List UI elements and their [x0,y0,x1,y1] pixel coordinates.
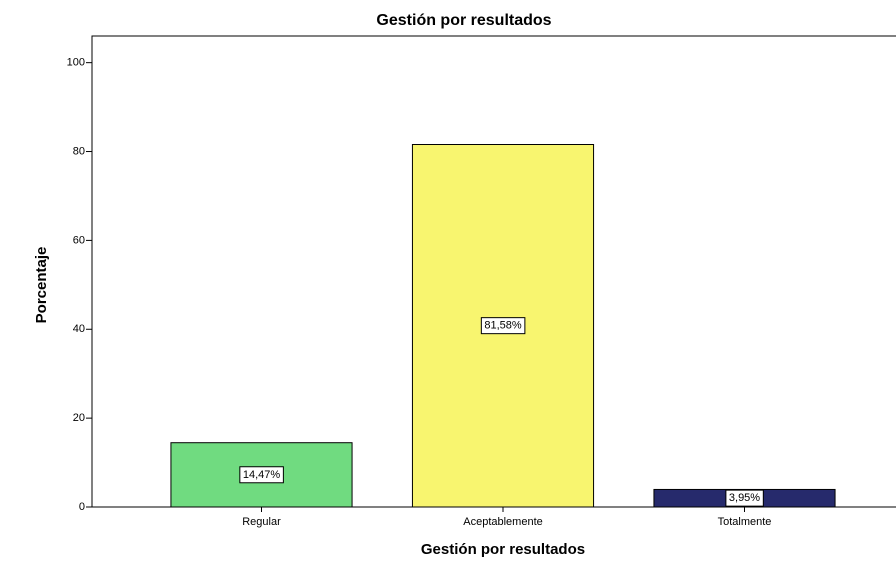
y-tick-label: 100 [67,57,85,69]
y-tick-label: 40 [73,323,85,335]
x-axis-title: Gestión por resultados [421,541,585,558]
data-label-box [239,466,284,484]
chart-title: Gestión por resultados [376,12,551,29]
data-label: 81,58% [484,320,522,332]
data-label-box [725,489,764,507]
data-label-box [480,317,526,335]
y-tick-label: 20 [73,412,85,424]
y-axis-title: Porcentaje [33,247,50,324]
y-tick-label: 80 [73,145,85,157]
data-label: 3,95% [729,492,760,504]
x-tick-label: Regular [242,516,281,528]
x-tick-label: Totalmente [718,516,772,528]
y-tick-label: 0 [79,501,85,513]
x-tick-label: Aceptablemente [463,516,543,528]
y-tick-label: 60 [73,234,85,246]
data-label: 14,47% [243,469,281,481]
